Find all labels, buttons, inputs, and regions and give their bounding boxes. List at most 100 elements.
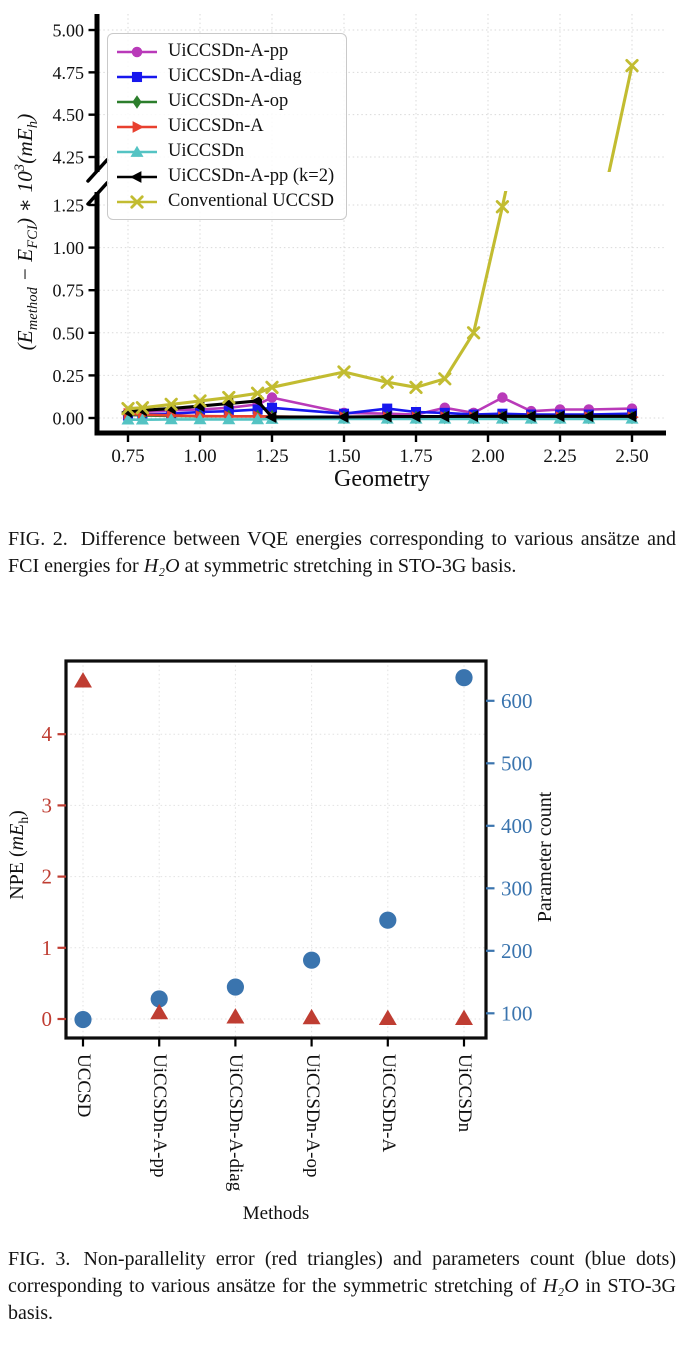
legend-marker-diamond [117, 94, 157, 109]
series-Conventional UCCSD [607, 58, 639, 172]
marker-triangle-left [625, 410, 637, 423]
marker-circle [303, 951, 321, 969]
figure-3-plot: 0 1 2 3 4 100 200 300 400 500 600 [42, 659, 533, 1047]
marker-triangle-left [130, 170, 142, 183]
x-tick-label: 1.75 [399, 446, 432, 467]
figure-3: 0 1 2 3 4 100 200 300 400 500 600 NPE (mEh) Parame… [0, 650, 684, 1240]
y-tick-label: 0.50 [53, 323, 85, 343]
axis-break-slash [86, 181, 109, 206]
marker-triangle-right [132, 120, 144, 133]
marker-triangle-up [121, 413, 135, 425]
marker-x [121, 401, 135, 416]
marker-triangle-up [251, 413, 265, 425]
fig3-category-label: UiCCSDn-A-op [301, 1054, 323, 1178]
y-tick-label: 4.75 [53, 63, 85, 83]
marker-circle [266, 392, 278, 403]
marker-x [337, 365, 351, 379]
fig3-category-label: UiCCSDn [454, 1054, 475, 1133]
marker-x [438, 372, 452, 386]
right-tick-label: 600 [501, 689, 533, 713]
marker-triangle-up [135, 413, 149, 425]
marker-triangle-left [524, 410, 536, 423]
marker-triangle-up [150, 1003, 169, 1020]
fig2-x-axis-label: Geometry [334, 466, 430, 492]
marker-x [466, 326, 481, 340]
marker-triangle-left [466, 410, 479, 423]
right-tick-label: 100 [501, 1001, 533, 1025]
fig3-right-axis-label: Parameter count [534, 791, 556, 923]
h2o-formula: H₂O [143, 555, 180, 578]
legend-label: UiCCSDn [168, 141, 245, 161]
legend-marker-triangle-left [117, 170, 157, 183]
marker-triangle-left [250, 395, 263, 407]
legend-marker-triangle-up [117, 145, 157, 157]
fig2-caption-tag: FIG. 2. [8, 528, 68, 550]
figure-2-caption: FIG. 2. Difference between VQE energies c… [8, 528, 676, 578]
h2o-formula: H₂O [542, 1275, 579, 1298]
x-tick-label: 2.00 [471, 446, 504, 467]
fig3-category-label: UCCSD [73, 1054, 94, 1118]
marker-square [382, 403, 393, 414]
y-tick-label: 0.25 [53, 366, 85, 386]
marker-triangle-left [553, 410, 565, 423]
marker-circle [497, 392, 508, 403]
x-tick-label: 2.50 [615, 446, 648, 467]
marker-x [380, 375, 394, 389]
legend-item: UiCCSDn-A-op [115, 89, 334, 114]
fig2-y-axis-label: (Emethod − EFCI) ∗ 103(mEh) [12, 113, 42, 351]
y-tick-label: 0.75 [53, 281, 85, 301]
figure-2: 0.00 0.25 0.50 0.75 1.00 1.25 4.25 4.50 4.75 5.00… [0, 0, 684, 510]
marker-triangle-left [337, 411, 349, 423]
fig2-axes [86, 14, 666, 436]
marker-triangle-left [495, 410, 507, 423]
marker-triangle-up [378, 1009, 397, 1025]
fig3-caption-tag: FIG. 3. [8, 1248, 71, 1270]
series-Conventional UCCSD [121, 191, 510, 416]
marker-circle [379, 911, 397, 929]
legend-item: UiCCSDn-A-pp [115, 39, 334, 64]
x-tick-label: 1.50 [327, 446, 360, 467]
marker-triangle-left [437, 410, 450, 423]
fig2-series [121, 58, 639, 425]
marker-circle [150, 990, 168, 1008]
marker-circle [74, 1010, 92, 1029]
left-tick-label: 1 [42, 936, 53, 960]
marker-triangle-up [302, 1008, 321, 1025]
marker-circle [131, 46, 143, 57]
marker-triangle-up [130, 145, 144, 157]
figure-3-caption: FIG. 3. Non-parallelity error (red triang… [8, 1248, 676, 1325]
y-tick-label: 0.00 [53, 409, 85, 429]
left-tick-label: 0 [42, 1007, 53, 1031]
marker-triangle-up [455, 1009, 473, 1025]
left-tick-label: 3 [42, 793, 53, 817]
legend-item: Conventional UCCSD [115, 189, 334, 214]
marker-triangle-left [265, 411, 277, 424]
legend-label: UiCCSDn-A-pp [168, 41, 289, 61]
legend-marker-triangle-right [117, 120, 157, 133]
x-tick-label: 2.25 [543, 446, 576, 467]
right-tick-label: 400 [501, 814, 533, 838]
y-tick-label: 1.00 [53, 238, 85, 258]
marker-square [131, 71, 143, 82]
marker-triangle-up [164, 413, 178, 425]
fig3-series [74, 669, 473, 1029]
marker-x [625, 58, 639, 73]
marker-triangle-up [222, 413, 236, 425]
legend-label: Conventional UCCSD [168, 191, 334, 211]
marker-x [409, 380, 423, 394]
marker-x [495, 200, 510, 214]
legend-label: UiCCSDn-A [168, 116, 264, 136]
marker-triangle-up [226, 1008, 245, 1024]
fig3-gridlines [66, 661, 486, 1038]
marker-x [250, 386, 265, 400]
fig2-ticks: 0.00 0.25 0.50 0.75 1.00 1.25 4.25 4.50 4.75 5.00… [53, 21, 649, 467]
marker-circle [226, 978, 244, 996]
marker-triangle-left [380, 410, 392, 423]
legend-marker-circle [117, 46, 157, 57]
legend-label: UiCCSDn-A-pp (k=2) [168, 166, 335, 186]
legend-marker-x [117, 194, 157, 209]
x-tick-label: 1.25 [255, 446, 288, 467]
marker-x [265, 380, 279, 394]
x-tick-label: 0.75 [111, 446, 144, 467]
